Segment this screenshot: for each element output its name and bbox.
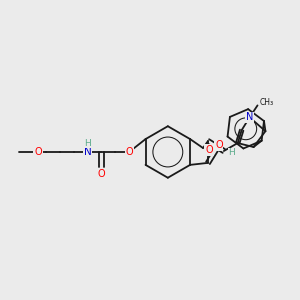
Text: N: N	[84, 147, 92, 157]
Text: N: N	[246, 112, 253, 122]
Text: O: O	[205, 145, 213, 155]
Text: H: H	[228, 148, 235, 158]
Text: H: H	[84, 139, 91, 148]
Text: O: O	[98, 169, 105, 179]
Text: O: O	[215, 140, 223, 150]
Text: O: O	[125, 147, 133, 157]
Text: O: O	[34, 147, 42, 157]
Text: CH₃: CH₃	[260, 98, 274, 107]
